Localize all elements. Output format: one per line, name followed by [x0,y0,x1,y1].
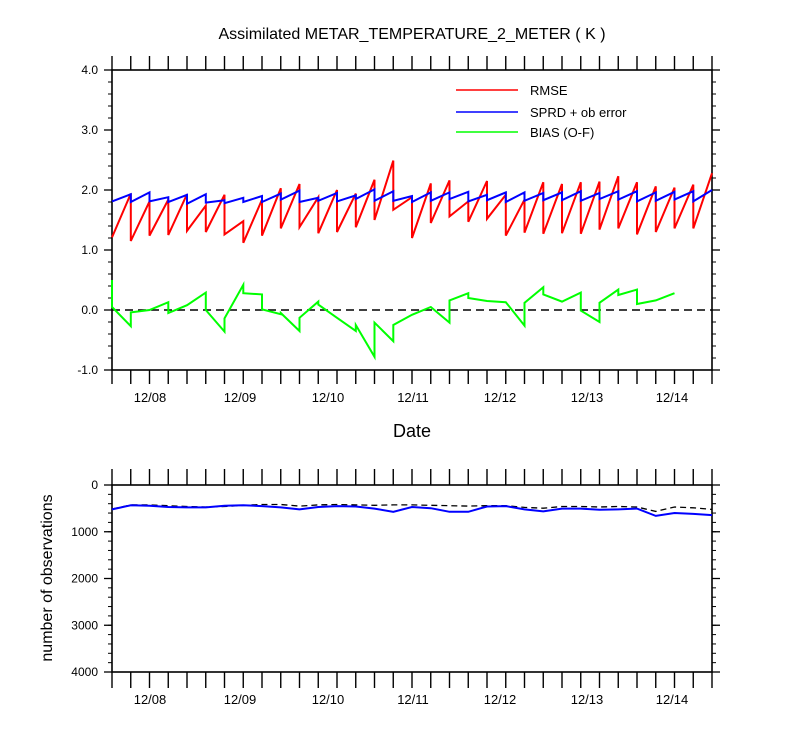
y-tick-label: 0.0 [81,303,98,317]
y-tick-label: 4.0 [81,63,98,77]
x-tick-label: 12/13 [571,390,604,405]
x-tick-label: 12/09 [224,390,257,405]
y-tick-label: 3000 [71,618,98,632]
series-line-solid [111,504,713,517]
y-tick-label: 2000 [71,572,98,586]
y-tick-label: 0 [91,478,98,492]
x-tick-label: 12/09 [224,692,257,707]
x-tick-label: 12/12 [484,692,517,707]
series-line-bias-o-f [111,280,675,361]
y-axis-label-observations: number of observations [39,494,56,661]
y-tick-label: 2.0 [81,183,98,197]
series-line-rmse [111,160,713,244]
series-line-sprd-ob-error [111,187,713,206]
x-tick-label: 12/14 [656,390,689,405]
plot-frame [111,484,713,673]
y-tick-label: 4000 [71,665,98,679]
x-tick-label: 12/10 [312,390,345,405]
chart-title: Assimilated METAR_TEMPERATURE_2_METER ( … [218,26,605,43]
legend: RMSE SPRD + ob error BIAS (O-F) [456,83,627,140]
bottom-panel: 12/08 12/09 12/10 12/11 12/12 12/13 12/14 0 1000… [71,469,720,707]
top-panel: 12/08 12/09 12/10 12/11 12/12 12/13 12/14 4.0 3.… [77,56,720,405]
x-tick-label: 12/12 [484,390,517,405]
legend-label-1: SPRD + ob error [530,105,627,120]
x-tick-label: 12/10 [312,692,345,707]
x-axis-label: Date [393,421,431,441]
x-tick-label: 12/13 [571,692,604,707]
x-tick-label: 12/11 [397,390,429,405]
x-tick-label: 12/08 [134,390,167,405]
y-tick-label: 1000 [71,525,98,539]
x-tick-label: 12/14 [656,692,689,707]
y-tick-label: 1.0 [81,243,98,257]
x-tick-label: 12/08 [134,692,167,707]
y-tick-label: 3.0 [81,123,98,137]
y-tick-label: -1.0 [77,363,98,377]
x-tick-label: 12/11 [397,692,429,707]
legend-label-0: RMSE [530,83,568,98]
legend-label-2: BIAS (O-F) [530,125,594,140]
